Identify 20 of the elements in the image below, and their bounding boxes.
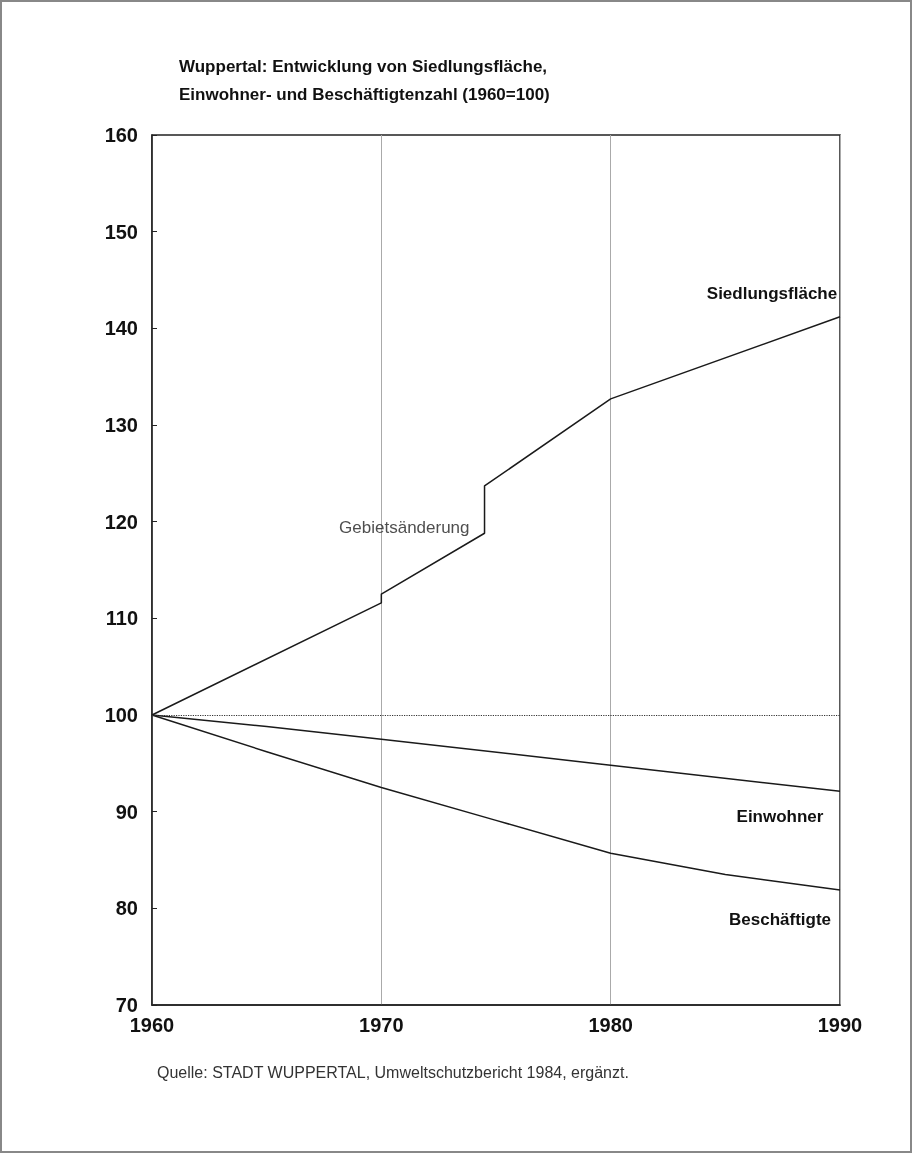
y-tick-label: 140 — [104, 317, 138, 340]
x-tick-label: 1960 — [129, 1014, 175, 1036]
series-label: Einwohner — [736, 807, 824, 827]
y-tick-label: 150 — [104, 220, 138, 243]
y-tick-label: 100 — [104, 704, 138, 726]
series-label: Siedlungsfläche — [706, 283, 838, 303]
x-tick-label: 1970 — [359, 1014, 404, 1036]
y-tick-label: 160 — [104, 124, 138, 146]
y-tick-label: 90 — [115, 800, 138, 823]
y-tick-label: 70 — [115, 994, 138, 1016]
x-tick-label: 1980 — [588, 1014, 633, 1036]
y-tick-label: 120 — [104, 510, 138, 533]
annotation: Gebietsänderung — [339, 517, 470, 537]
y-tick-label: 80 — [115, 897, 138, 920]
y-tick-label: 130 — [104, 414, 138, 436]
chart-title: Wuppertal: Entwicklung von Siedlungsfläche, Einwohner- und Beschäftigtenzahl (1960=100) — [179, 56, 552, 104]
source-note: Quelle: STADT WUPPERTAL, Umweltschutzbericht 1984, ergänzt. — [157, 1063, 629, 1081]
x-tick-label: 1990 — [817, 1014, 863, 1036]
y-tick-label: 110 — [105, 607, 138, 630]
series-label: Beschäftigte — [728, 909, 832, 929]
